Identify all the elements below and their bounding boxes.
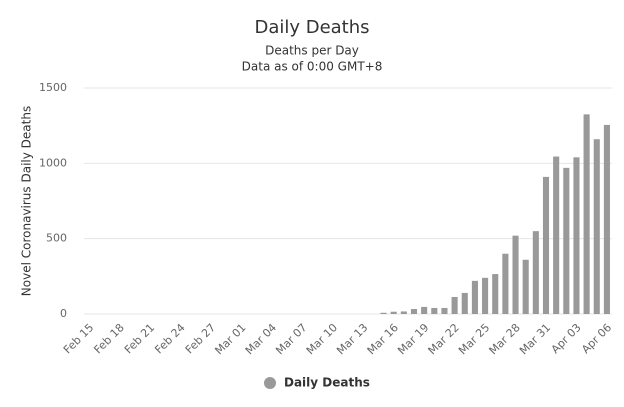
x-tick-label: Mar 25	[456, 321, 492, 357]
bar	[532, 231, 539, 314]
bar	[522, 259, 529, 314]
bar	[421, 306, 428, 314]
bar	[553, 156, 560, 314]
bar	[482, 277, 489, 314]
bar	[583, 114, 590, 314]
x-tick-label: Mar 22	[426, 321, 462, 357]
y-axis-label: Novel Coronavirus Daily Deaths	[20, 106, 34, 296]
x-tick-label: Mar 28	[487, 321, 523, 357]
bar	[603, 124, 610, 314]
x-tick-label: Feb 15	[61, 321, 96, 356]
x-tick-label: Mar 13	[334, 321, 370, 357]
y-tick-label: 1500	[39, 81, 67, 94]
bar	[593, 139, 600, 314]
chart-title: Daily Deaths	[254, 17, 369, 38]
bar	[471, 280, 478, 314]
y-tick-label: 1000	[39, 156, 67, 169]
chart-subtitle: Deaths per Day	[265, 44, 359, 58]
x-tick-label: Mar 07	[273, 321, 309, 357]
legend-label: Daily Deaths	[284, 376, 370, 390]
bar	[512, 235, 519, 314]
x-tick-label: Mar 19	[395, 321, 431, 357]
legend-marker	[264, 377, 276, 389]
bar	[573, 157, 580, 314]
x-tick-label: Apr 06	[579, 321, 614, 356]
y-tick-label: 500	[46, 232, 67, 245]
bar	[441, 307, 448, 314]
bar	[380, 312, 387, 314]
bar	[400, 311, 407, 314]
x-tick-label: Feb 24	[152, 321, 187, 356]
bar	[451, 296, 458, 314]
x-tick-label: Mar 04	[243, 321, 279, 357]
x-tick-label: Feb 27	[183, 321, 218, 356]
bar	[542, 176, 550, 314]
bar	[390, 311, 397, 314]
x-tick-label: Mar 10	[304, 321, 340, 357]
bar	[431, 307, 438, 314]
bar	[492, 274, 499, 314]
x-tick-label: Apr 03	[549, 321, 584, 356]
x-tick-label: Mar 31	[517, 321, 553, 357]
x-tick-label: Feb 21	[122, 321, 157, 356]
bar	[502, 253, 509, 314]
bar	[410, 309, 418, 314]
bar	[461, 292, 468, 314]
y-tick-label: 0	[60, 307, 67, 320]
x-tick-label: Mar 16	[365, 321, 401, 357]
chart-subtitle: Data as of 0:00 GMT+8	[242, 60, 383, 74]
x-tick-label: Feb 18	[91, 321, 126, 356]
x-tick-label: Mar 01	[212, 321, 248, 357]
bar	[563, 167, 570, 314]
